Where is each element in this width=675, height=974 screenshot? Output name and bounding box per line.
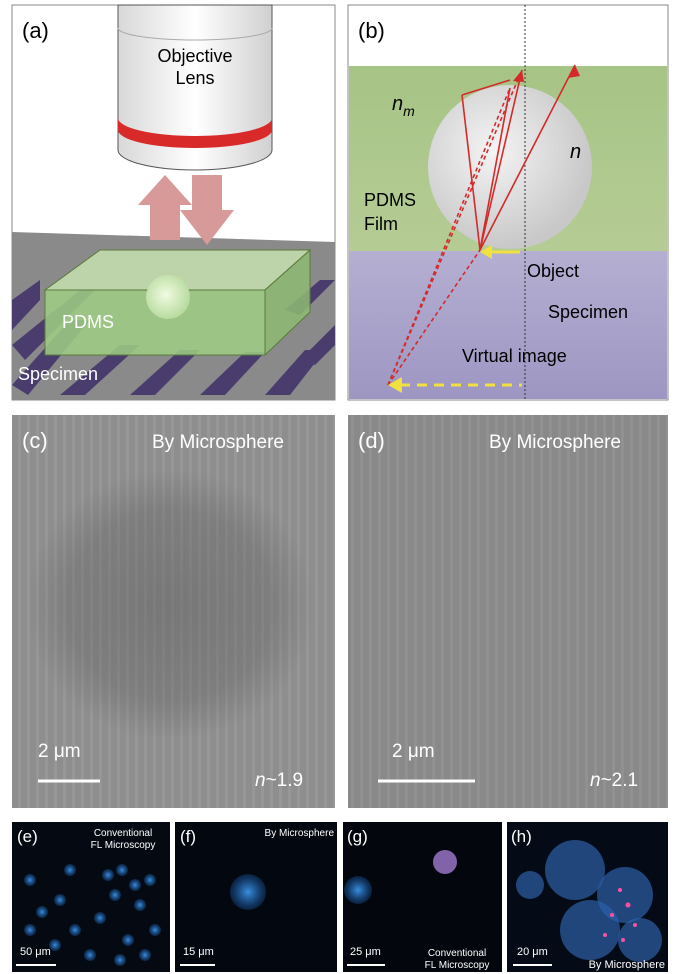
cells xyxy=(129,879,141,891)
cells xyxy=(139,949,151,961)
panel-label: (h) xyxy=(511,827,532,846)
specimen-label: Specimen xyxy=(548,302,628,322)
object-label: Object xyxy=(527,261,579,281)
caption-line: Conventional xyxy=(428,948,486,959)
specimen-label: Specimen xyxy=(18,364,98,384)
cells xyxy=(545,840,605,900)
cells xyxy=(560,900,620,960)
page: (a) ObjectiveLens PDMS Specimen (b) nm n… xyxy=(0,0,675,974)
cells xyxy=(114,954,126,966)
sphere-index: n xyxy=(570,141,581,163)
panel-d: (d) By Microsphere 2 μm n~2.1 xyxy=(348,415,668,808)
caption-line: Conventional xyxy=(94,828,152,839)
cells xyxy=(516,871,544,899)
symbol: n xyxy=(255,770,266,791)
cells xyxy=(24,924,36,936)
spots xyxy=(610,913,614,917)
index: n~1.9 xyxy=(255,770,303,791)
film-label-line: PDMS xyxy=(364,190,416,210)
panel-label: (b) xyxy=(358,18,385,43)
panel-h: (h) 20 μm By Microsphere xyxy=(507,822,668,972)
cells xyxy=(134,899,146,911)
value: ~1.9 xyxy=(266,770,304,791)
panel-label: (d) xyxy=(358,428,385,453)
panel-g: (g) 25 μm ConventionalFL Microscopy xyxy=(343,822,502,972)
spots xyxy=(633,923,637,927)
panel-label: (a) xyxy=(22,18,49,43)
cells xyxy=(69,924,81,936)
cells xyxy=(149,924,161,936)
microsphere xyxy=(146,275,190,319)
index: n~2.1 xyxy=(590,770,638,791)
symbol: n xyxy=(590,770,601,791)
symbol: n xyxy=(392,93,403,115)
microsphere xyxy=(428,85,592,249)
virtual-image-label: Virtual image xyxy=(462,346,567,366)
panel-f: (f) By Microsphere 15 μm xyxy=(175,822,337,972)
scale-bar-label: 50 μm xyxy=(20,946,51,958)
subscript: m xyxy=(403,103,415,119)
cell xyxy=(433,850,457,874)
cells xyxy=(64,864,76,876)
cells xyxy=(109,889,121,901)
cells xyxy=(84,949,96,961)
scale-bar-label: 15 μm xyxy=(183,946,214,958)
scale-bar-label: 2 μm xyxy=(392,741,435,762)
scale-bar-label: 20 μm xyxy=(517,946,548,958)
spots xyxy=(618,888,622,892)
caption-line: FL Microscopy xyxy=(425,960,490,971)
caption: By Microsphere xyxy=(589,959,665,971)
cells xyxy=(49,939,61,951)
scale-bar-label: 25 μm xyxy=(350,946,381,958)
cells xyxy=(144,874,156,886)
film-label-line: Film xyxy=(364,214,398,234)
caption: By Microsphere xyxy=(152,432,284,453)
panel-label: (c) xyxy=(22,428,48,453)
spots xyxy=(626,903,631,908)
panel-label: (f) xyxy=(180,827,196,846)
cells xyxy=(36,906,48,918)
panel-c: (c) By Microsphere 2 μm n~1.9 xyxy=(12,415,335,808)
value: ~2.1 xyxy=(601,770,639,791)
panel-label: (g) xyxy=(347,827,368,846)
cells xyxy=(116,864,128,876)
cells xyxy=(54,894,66,906)
scale-bar-label: 2 μm xyxy=(38,741,81,762)
cells xyxy=(122,934,134,946)
specimen-region xyxy=(349,251,667,399)
caption: By Microsphere xyxy=(265,828,335,839)
figure: (a) ObjectiveLens PDMS Specimen (b) nm n… xyxy=(0,0,675,974)
pdms-label: PDMS xyxy=(62,312,114,332)
spots xyxy=(603,933,607,937)
cells xyxy=(24,874,36,886)
cell xyxy=(344,876,372,904)
lens-label-line: Lens xyxy=(175,68,214,88)
cell xyxy=(230,874,266,910)
cells xyxy=(94,912,106,924)
caption: By Microsphere xyxy=(489,432,621,453)
shadow xyxy=(25,470,315,740)
lens-label-line: Objective xyxy=(157,46,232,66)
panel-label: (e) xyxy=(17,827,38,846)
caption-line: FL Microscopy xyxy=(91,840,156,851)
cells xyxy=(102,869,114,881)
spots xyxy=(621,938,625,942)
